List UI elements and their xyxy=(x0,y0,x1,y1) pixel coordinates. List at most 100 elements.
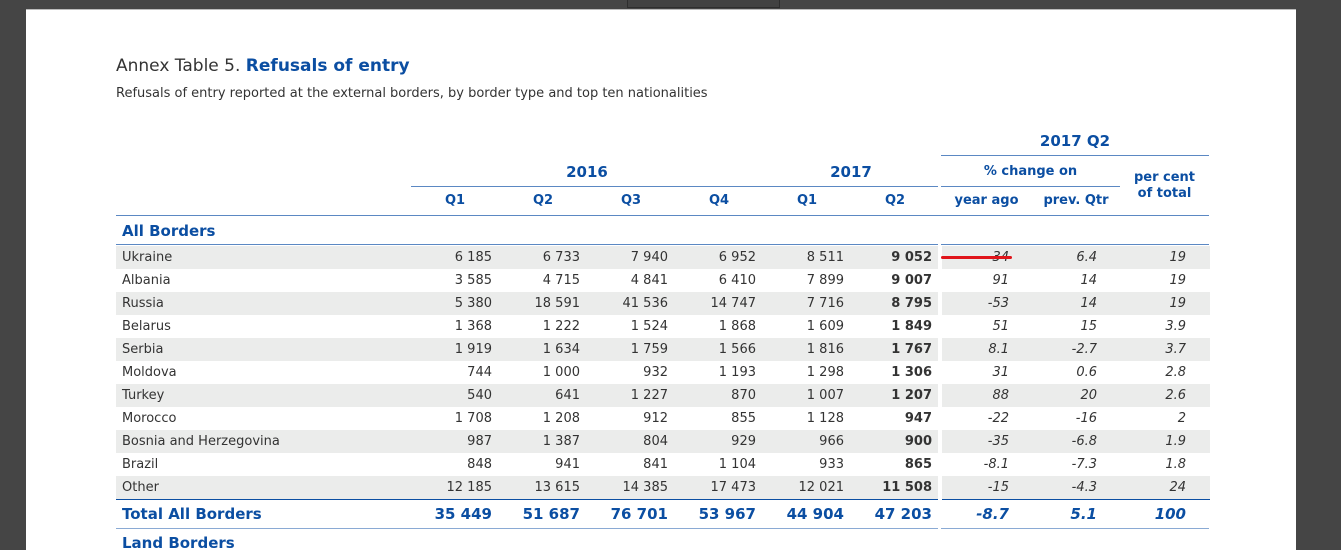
change-prev-qtr: -6.8 xyxy=(1033,430,1121,453)
country-name: Brazil xyxy=(122,457,159,472)
section-all-borders: All Borders xyxy=(122,222,216,240)
value-cell: 14 747 xyxy=(674,292,762,315)
table-row: Belarus 1 368 1 222 1 524 1 868 1 609 1 849 51 1… xyxy=(116,315,1210,338)
value-cell: 1 000 xyxy=(542,365,580,380)
red-annotation-underline xyxy=(941,256,1012,259)
change-year-ago: 91 xyxy=(992,273,1009,288)
value-cell: 35 449 xyxy=(410,498,498,529)
value-cell: 744 xyxy=(467,365,492,380)
value-cell: 540 xyxy=(410,384,498,407)
divider xyxy=(116,244,938,245)
percent-of-total: 100 xyxy=(1121,498,1210,529)
column-header: Q1 xyxy=(444,193,466,208)
column-header: Q4 xyxy=(708,193,730,208)
country-name: Bosnia and Herzegovina xyxy=(116,430,410,453)
value-cell: 1 849 xyxy=(891,319,932,334)
change-prev-qtr: 14 xyxy=(1033,292,1121,315)
percent-of-total: 19 xyxy=(1169,273,1186,288)
change-year-ago: -35 xyxy=(942,430,1033,453)
country-name: Russia xyxy=(116,292,410,315)
divider xyxy=(941,244,1209,245)
table-label: Annex Table 5. xyxy=(116,56,241,76)
divider xyxy=(116,215,1209,216)
country-name: Other xyxy=(116,476,410,499)
country-name: Serbia xyxy=(116,338,410,361)
value-cell: 4 841 xyxy=(630,273,668,288)
value-cell: 9 007 xyxy=(891,273,932,288)
change-year-ago: -15 xyxy=(942,476,1033,499)
value-cell: 641 xyxy=(498,384,586,407)
value-cell: 7 899 xyxy=(806,273,844,288)
table-title-text: Refusals of entry xyxy=(245,56,410,76)
header-2016: 2016 xyxy=(566,163,608,181)
value-cell: 848 xyxy=(467,457,492,472)
value-cell: 865 xyxy=(904,457,932,472)
value-cell: 1 368 xyxy=(454,319,492,334)
value-cell: 53 967 xyxy=(674,498,762,529)
value-cell: 987 xyxy=(410,430,498,453)
table-row: Russia 5 380 18 591 41 536 14 747 7 716 8 795-… xyxy=(116,292,1210,315)
value-cell: 1 566 xyxy=(674,338,762,361)
column-gap xyxy=(938,361,942,384)
value-cell: 14 385 xyxy=(586,476,674,499)
column-header: Q2 xyxy=(532,193,554,208)
value-cell: 804 xyxy=(586,430,674,453)
percent-of-total: 19 xyxy=(1121,246,1210,269)
value-cell: 13 615 xyxy=(498,476,586,499)
value-cell: 9 052 xyxy=(850,246,938,269)
change-year-ago: 88 xyxy=(942,384,1033,407)
table-title: Annex Table 5. Refusals of entry xyxy=(116,56,410,76)
value-cell: 1 128 xyxy=(806,411,844,426)
column-gap xyxy=(938,476,942,499)
value-cell: 1 222 xyxy=(542,319,580,334)
value-cell: 41 536 xyxy=(586,292,674,315)
column-header: Q3 xyxy=(620,193,642,208)
column-gap xyxy=(938,246,942,269)
change-year-ago: -8.7 xyxy=(942,498,1033,529)
percent-of-total: 19 xyxy=(1121,292,1210,315)
value-cell: 1 207 xyxy=(850,384,938,407)
value-cell: 941 xyxy=(555,457,580,472)
change-year-ago: -22 xyxy=(987,411,1009,426)
divider xyxy=(941,186,1120,187)
document-page: Annex Table 5. Refusals of entry Refusal… xyxy=(26,9,1296,550)
percent-of-total: 2.6 xyxy=(1121,384,1210,407)
percent-of-total: 2 xyxy=(1177,411,1186,426)
value-cell: 1 767 xyxy=(850,338,938,361)
percent-of-total: 3.7 xyxy=(1121,338,1210,361)
value-cell: 1 104 xyxy=(718,457,756,472)
country-name: Moldova xyxy=(122,365,177,380)
change-year-ago: -53 xyxy=(942,292,1033,315)
value-cell: 1 609 xyxy=(806,319,844,334)
country-name: Ukraine xyxy=(116,246,410,269)
change-year-ago: -8.1 xyxy=(983,457,1009,472)
value-cell: 7 716 xyxy=(762,292,850,315)
percent-of-total: 24 xyxy=(1121,476,1210,499)
value-cell: 855 xyxy=(731,411,756,426)
column-gap xyxy=(938,338,942,361)
value-cell: 1 298 xyxy=(806,365,844,380)
value-cell: 76 701 xyxy=(586,498,674,529)
value-cell: 5 380 xyxy=(410,292,498,315)
table-subtitle: Refusals of entry reported at the extern… xyxy=(116,86,708,101)
column-gap xyxy=(938,315,942,338)
value-cell: 44 904 xyxy=(762,498,850,529)
change-prev-qtr: 20 xyxy=(1033,384,1121,407)
value-cell: 1 227 xyxy=(586,384,674,407)
divider xyxy=(116,528,938,529)
value-cell: 1 759 xyxy=(586,338,674,361)
table-row: Moldova 744 1 000 932 1 193 1 298 1 306 31 0.6 2.… xyxy=(116,361,1210,384)
change-prev-qtr: 6.4 xyxy=(1033,246,1121,269)
country-name: Turkey xyxy=(116,384,410,407)
value-cell: 6 410 xyxy=(718,273,756,288)
percent-of-total: 1.8 xyxy=(1165,457,1186,472)
viewer-toolbar-box xyxy=(627,0,780,8)
value-cell: 12 021 xyxy=(762,476,850,499)
column-header: prev. Qtr xyxy=(1043,193,1109,208)
value-cell: 6 733 xyxy=(498,246,586,269)
value-cell: 6 185 xyxy=(410,246,498,269)
table-row: Bosnia and Herzegovina 987 1 387 804 929 966 9… xyxy=(116,430,1210,453)
change-prev-qtr: -2.7 xyxy=(1033,338,1121,361)
value-cell: 1 208 xyxy=(542,411,580,426)
